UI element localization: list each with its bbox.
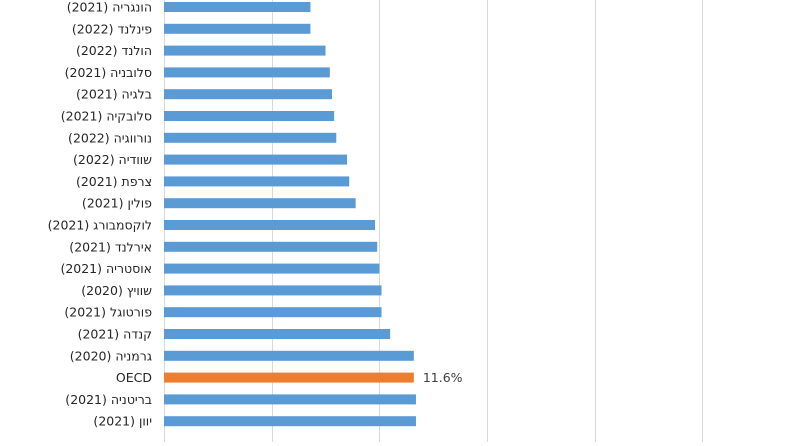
category-label: סלובקיה (2021): [61, 109, 152, 124]
bar: [164, 198, 356, 209]
bar: [164, 394, 416, 405]
category-label: בלגיה (2021): [76, 87, 152, 102]
bar: [164, 176, 350, 187]
category-label: גרמניה (2020): [70, 348, 152, 363]
bar: [164, 89, 332, 100]
category-labels: הונגריה (2021) פינלנד (2022) הולנד (2022) ס…: [48, 0, 153, 429]
category-label: הונגריה (2021): [67, 0, 152, 15]
category-label: אירלנד (2021): [69, 239, 152, 254]
bar-highlight: [164, 372, 414, 383]
bar: [164, 307, 382, 318]
bar: [164, 2, 311, 12]
category-label: OECD: [116, 370, 152, 385]
bar: [164, 350, 414, 361]
bar: [164, 329, 391, 339]
bar: [164, 132, 337, 143]
category-label: הולנד (2022): [76, 43, 152, 58]
category-label: פינלנד (2022): [72, 21, 152, 36]
category-label: שוודיה (2022): [73, 152, 152, 167]
bar: [164, 23, 311, 34]
category-label: אוסטריה (2021): [60, 261, 152, 276]
data-label: 11.6%: [423, 370, 463, 385]
bar: [164, 154, 348, 165]
category-label: לוקסמבורג (2021): [48, 218, 152, 233]
category-label: פולין (2021): [82, 196, 152, 211]
category-label: שוויץ (2020): [81, 283, 152, 298]
data-labels: 11.6%: [423, 370, 463, 385]
bar: [164, 220, 376, 230]
category-label: צרפת (2021): [76, 174, 152, 189]
category-label: פורטוגל (2021): [64, 305, 152, 320]
category-label: יוון (2021): [93, 414, 152, 429]
bar: [164, 241, 378, 252]
bar: [164, 45, 326, 56]
category-label: נורווגיה (2022): [68, 130, 152, 145]
bar: [164, 111, 335, 121]
bar: [164, 285, 382, 296]
bars: [164, 2, 416, 427]
bar: [164, 263, 380, 274]
bar: [164, 67, 330, 78]
category-label: בריטניה (2021): [65, 392, 152, 407]
category-label: קנדה (2021): [78, 327, 152, 342]
bar: [164, 416, 416, 427]
category-label: סלובניה (2021): [65, 65, 152, 80]
